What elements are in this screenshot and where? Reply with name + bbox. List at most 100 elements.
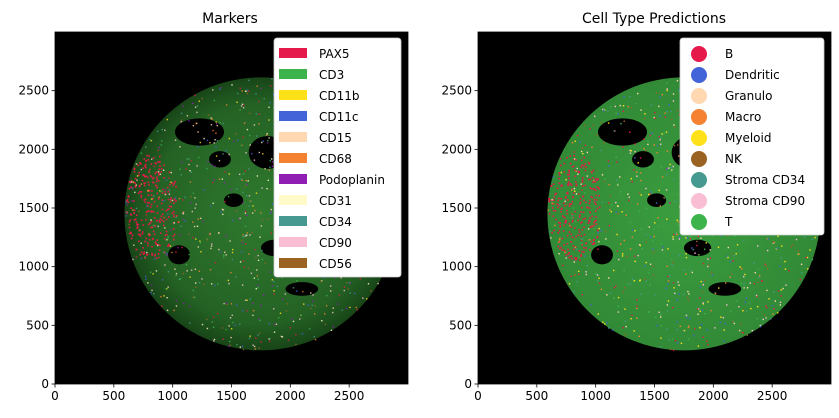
cell-pixel xyxy=(225,149,227,152)
cell-pixel xyxy=(578,231,581,233)
cell-pixel xyxy=(169,245,172,247)
cell-pixel xyxy=(589,211,592,214)
cell-pixel xyxy=(152,197,154,200)
cell-pixel xyxy=(600,149,602,152)
cell-pixel xyxy=(138,210,140,213)
cell-pixel xyxy=(192,236,194,239)
cell-pixel xyxy=(586,151,589,154)
cell-pixel xyxy=(139,190,141,193)
cell-pixel xyxy=(582,167,585,169)
cell-pixel xyxy=(148,190,151,192)
cell-pixel xyxy=(246,128,249,131)
cell-pixel xyxy=(660,337,662,339)
cell-pixel xyxy=(228,325,230,327)
cell-pixel xyxy=(353,292,356,295)
cell-pixel xyxy=(656,92,658,94)
cell-pixel xyxy=(768,298,770,300)
cell-pixel xyxy=(572,216,574,219)
cell-pixel xyxy=(246,194,248,197)
cell-pixel xyxy=(243,266,246,268)
cell-pixel xyxy=(159,161,161,163)
cell-pixel xyxy=(666,89,668,92)
cell-pixel xyxy=(557,204,560,206)
cell-pixel xyxy=(258,100,260,103)
cell-pixel xyxy=(153,217,156,219)
tissue-gap xyxy=(285,282,319,296)
cell-pixel xyxy=(159,244,161,247)
cell-pixel xyxy=(248,79,250,82)
cell-pixel xyxy=(245,243,247,245)
cell-pixel xyxy=(674,292,676,295)
cell-pixel xyxy=(160,215,163,218)
cell-pixel xyxy=(173,309,175,312)
cell-pixel xyxy=(332,311,334,314)
cell-pixel xyxy=(760,325,762,328)
cell-pixel xyxy=(261,219,264,222)
cell-pixel xyxy=(255,337,257,339)
cell-pixel xyxy=(131,234,134,237)
cell-pixel xyxy=(561,215,564,217)
cell-pixel xyxy=(193,296,196,298)
cell-pixel xyxy=(269,160,271,162)
cell-pixel xyxy=(221,327,224,329)
cell-pixel xyxy=(147,181,150,184)
cell-pixel xyxy=(148,170,150,173)
cell-pixel xyxy=(593,224,595,227)
cell-pixel xyxy=(754,272,757,274)
cell-pixel xyxy=(241,144,243,146)
tissue-gap xyxy=(708,282,742,296)
cell-pixel xyxy=(167,198,170,201)
cell-pixel xyxy=(173,233,176,236)
cell-pixel xyxy=(137,164,140,167)
cell-pixel xyxy=(154,253,157,256)
cell-pixel xyxy=(166,288,168,290)
cell-pixel xyxy=(552,215,555,218)
cell-pixel xyxy=(165,179,168,181)
cell-pixel xyxy=(568,231,571,233)
cell-pixel xyxy=(593,179,595,182)
cell-pixel xyxy=(147,210,149,212)
cell-pixel xyxy=(258,113,260,116)
cell-pixel xyxy=(598,277,600,279)
cell-pixel xyxy=(171,199,174,202)
legend-swatch xyxy=(279,174,307,184)
cell-pixel xyxy=(711,274,714,276)
cell-pixel xyxy=(587,228,590,230)
legend-label: Granulo xyxy=(725,89,772,103)
cell-pixel xyxy=(160,190,163,193)
cell-pixel xyxy=(139,162,142,165)
cell-pixel xyxy=(629,248,632,250)
cell-pixel xyxy=(594,210,597,213)
cell-pixel xyxy=(581,206,583,209)
cell-pixel xyxy=(573,187,576,190)
cell-pixel xyxy=(246,214,248,217)
cell-pixel xyxy=(150,140,153,142)
cell-pixel xyxy=(224,200,226,203)
cell-pixel xyxy=(568,283,571,285)
cell-pixel xyxy=(581,243,583,246)
cell-pixel xyxy=(814,236,816,239)
cell-pixel xyxy=(157,225,159,228)
cell-pixel xyxy=(774,300,777,302)
cell-pixel xyxy=(568,203,571,205)
cell-pixel xyxy=(130,214,133,216)
cell-pixel xyxy=(246,89,249,91)
cell-pixel xyxy=(678,293,680,295)
cell-pixel xyxy=(756,317,758,320)
cell-pixel xyxy=(157,180,160,182)
cell-pixel xyxy=(179,234,181,236)
cell-pixel xyxy=(256,85,258,87)
cell-pixel xyxy=(626,283,629,285)
cell-pixel xyxy=(602,108,604,111)
cell-pixel xyxy=(580,211,582,213)
cell-pixel xyxy=(729,260,732,263)
cell-pixel xyxy=(588,202,591,205)
cell-pixel xyxy=(571,214,574,217)
cell-pixel xyxy=(643,117,646,120)
cell-pixel xyxy=(584,169,587,172)
cell-pixel xyxy=(161,140,163,142)
cell-pixel xyxy=(189,322,191,324)
cell-pixel xyxy=(140,242,142,244)
cell-pixel xyxy=(251,152,253,155)
cell-pixel xyxy=(629,283,631,285)
